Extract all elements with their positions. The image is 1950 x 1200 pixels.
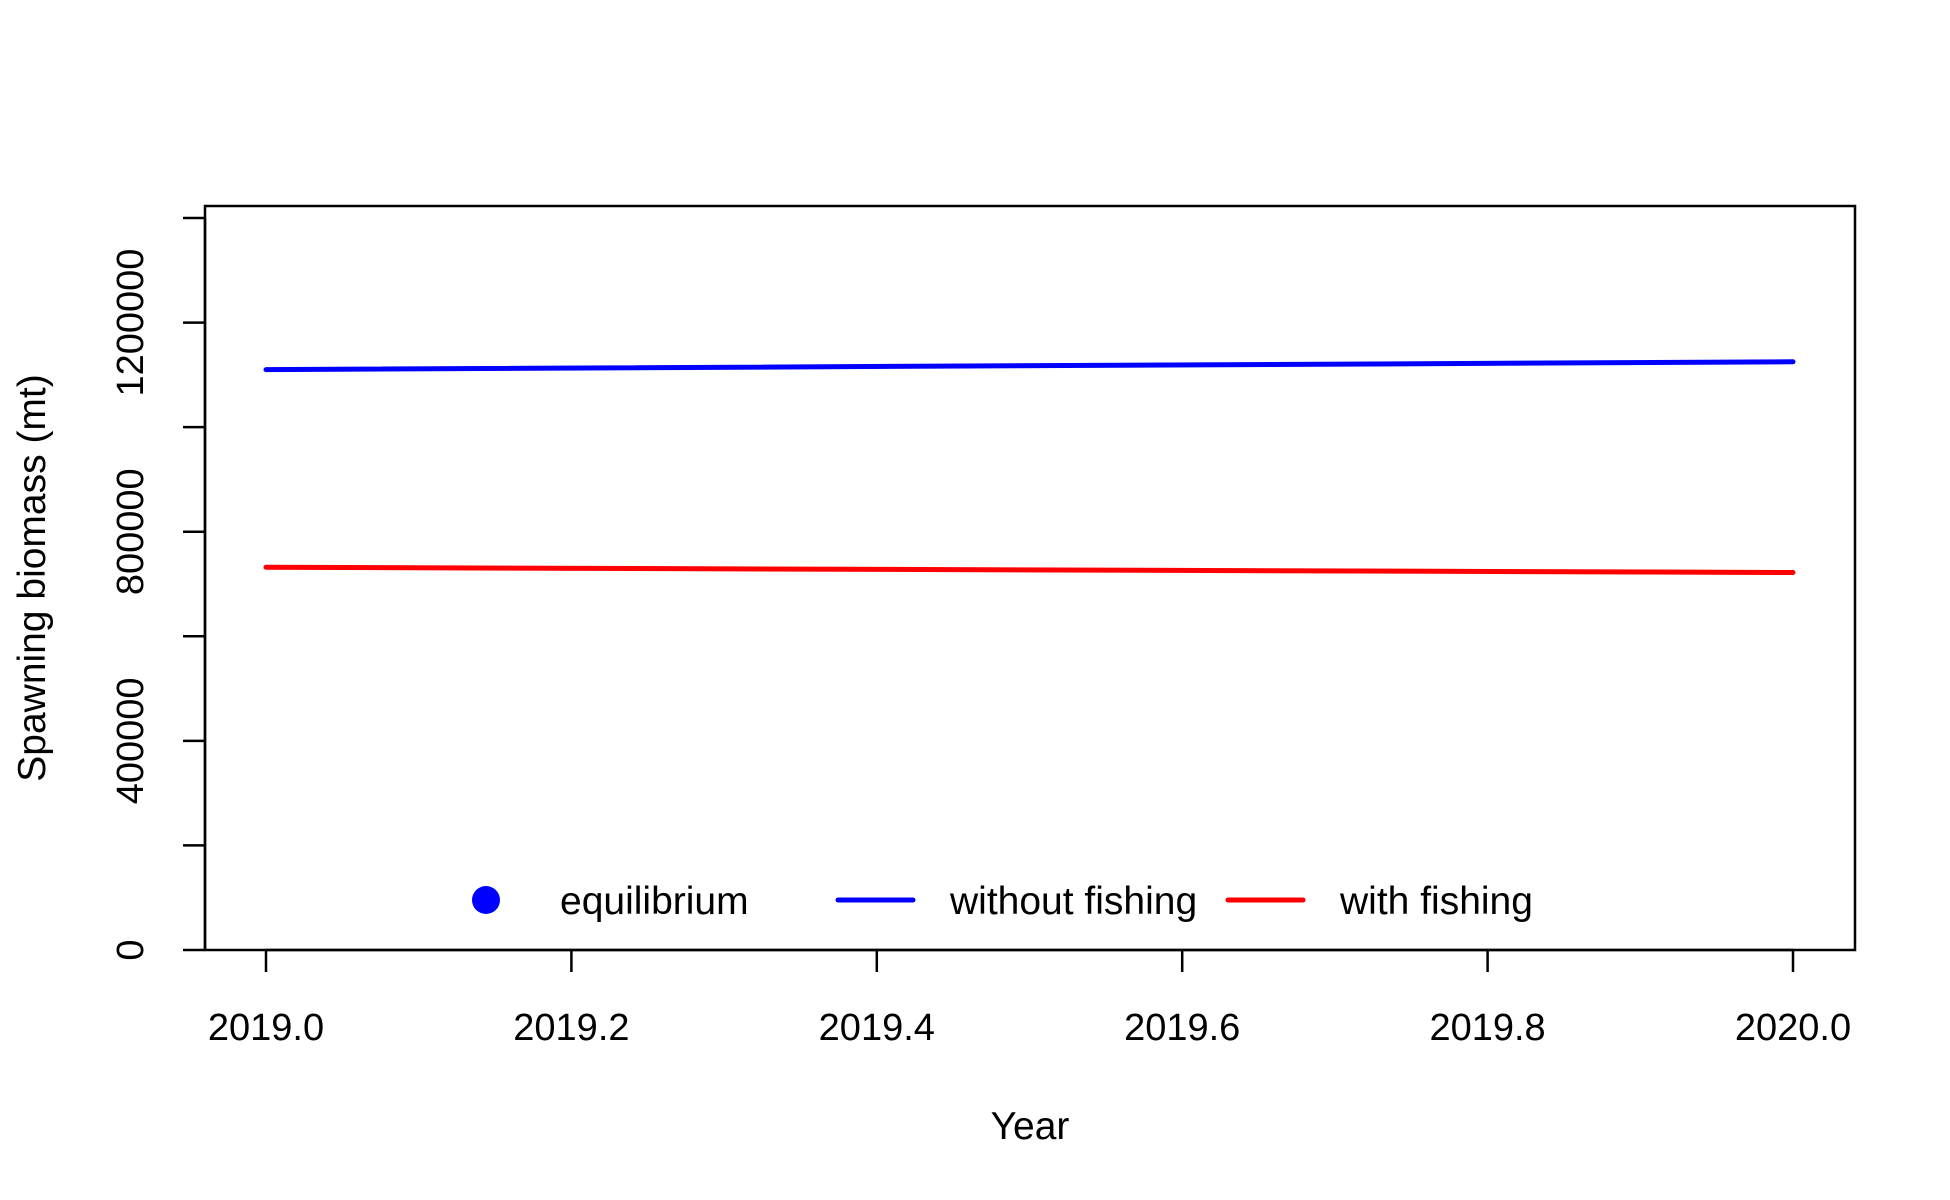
x-axis: 2019.0 2019.2 2019.4 2019.6 2019.8 2020.0 [208, 948, 1851, 1049]
legend-point-symbol [472, 886, 500, 914]
y-axis-title: Spawning biomass (mt) [11, 374, 54, 781]
y-tick-label: 800000 [110, 468, 152, 595]
x-tick-label: 2019.2 [513, 1007, 629, 1049]
y-tick-label: 0 [110, 939, 152, 960]
x-axis-title: Year [991, 1105, 1070, 1148]
legend-label: equilibrium [560, 880, 749, 923]
x-tick-label: 2019.6 [1124, 1007, 1240, 1049]
legend: equilibrium without fishing with fishing [472, 880, 1533, 923]
x-tick-label: 2019.0 [208, 1007, 324, 1049]
y-tick-label: 400000 [110, 677, 152, 804]
x-tick-label: 2019.4 [819, 1007, 935, 1049]
legend-label: with fishing [1339, 880, 1533, 923]
series-layer [263, 359, 1796, 575]
x-tick-label: 2020.0 [1735, 1007, 1851, 1049]
y-axis: 0 400000 800000 1200000 [110, 216, 207, 961]
series-line-1 [263, 359, 1796, 373]
legend-label: without fishing [949, 880, 1197, 923]
series-line-2 [263, 564, 1796, 575]
y-tick-label: 1200000 [110, 249, 152, 397]
x-tick-label: 2019.8 [1429, 1007, 1545, 1049]
